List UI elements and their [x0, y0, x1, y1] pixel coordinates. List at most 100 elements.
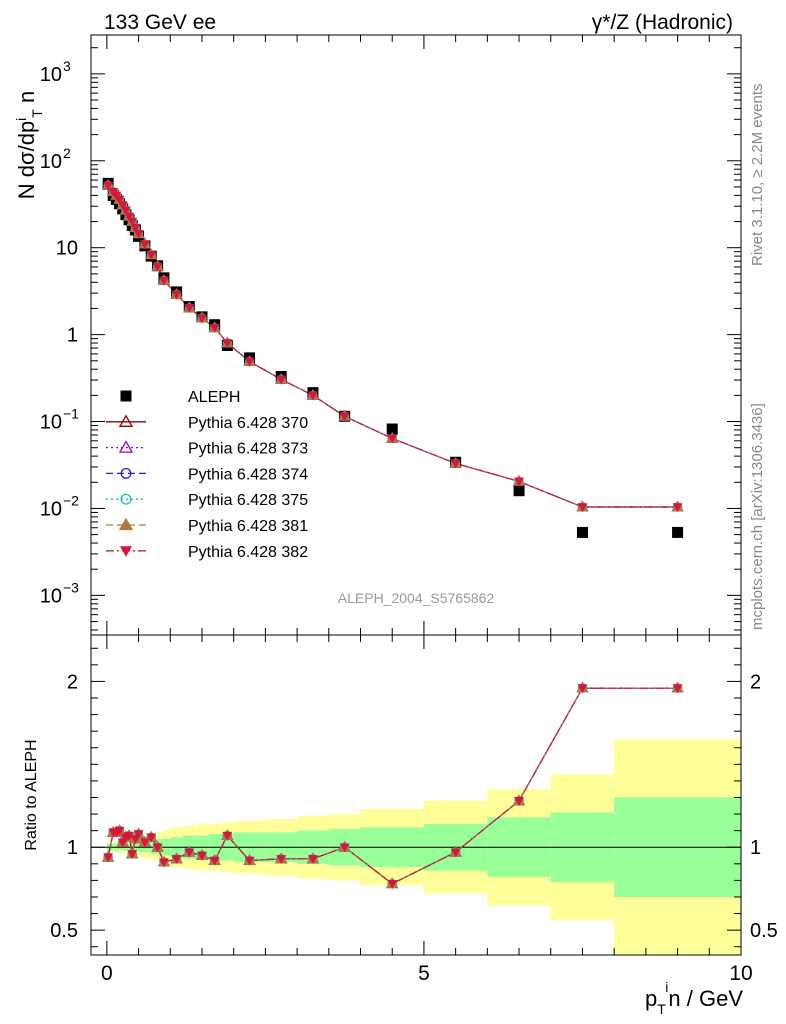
legend-label: Pythia 6.428 382 — [188, 544, 308, 561]
y-tick-label-exponent: −3 — [63, 579, 79, 595]
ratio-marker — [514, 797, 525, 806]
main-series-line — [107, 185, 678, 508]
y-tick-label-exponent: −2 — [63, 492, 79, 508]
main-series-line — [107, 185, 678, 508]
ratio-marker — [127, 850, 138, 859]
main-marker-mc — [117, 201, 128, 210]
main-marker-mc — [577, 503, 588, 512]
legend-marker — [120, 390, 132, 402]
main-marker-data — [672, 526, 684, 538]
ratio-marker — [244, 856, 255, 866]
main-marker-mc — [222, 339, 233, 349]
ratio-y-label: Ratio to ALEPH — [23, 739, 40, 850]
main-marker-mc — [387, 434, 398, 444]
main-marker-mc — [120, 206, 131, 216]
ratio-marker — [196, 851, 207, 861]
main-marker-mc — [244, 357, 255, 367]
main-marker-mc — [450, 459, 461, 469]
ratio-marker — [133, 830, 144, 839]
main-marker-mc — [152, 262, 163, 272]
main-marker-mc — [514, 477, 525, 487]
mcplots-label: mcplots.cern.ch [arXiv:1306.3436] — [749, 403, 766, 630]
main-marker-mc — [103, 181, 114, 191]
ratio-y-tick-label-right: 2 — [750, 671, 761, 693]
x-tick-label: 5 — [418, 962, 430, 985]
header-right: γ*/Z (Hadronic) — [592, 11, 733, 34]
ratio-marker — [450, 848, 461, 858]
main-marker-mc — [672, 503, 683, 512]
ratio-y-tick-label: 0.5 — [50, 920, 78, 942]
ratio-marker — [307, 855, 318, 864]
legend-label: ALEPH — [188, 389, 240, 406]
y-tick-label-exponent: 3 — [63, 58, 71, 74]
analysis-id: ALEPH_2004_S5765862 — [338, 590, 495, 606]
main-marker-mc — [184, 304, 195, 313]
main-marker-mc — [209, 323, 220, 333]
ratio-y-tick-label-right: 0.5 — [750, 920, 778, 942]
main-marker-mc — [133, 229, 144, 239]
legend-marker — [120, 467, 132, 479]
ratio-marker — [146, 833, 157, 843]
y-tick-label: 10 — [40, 585, 62, 607]
ratio-marker — [577, 684, 588, 694]
y-tick-label: 10 — [56, 238, 78, 260]
legend-marker — [120, 493, 132, 505]
ratio-frame — [90, 634, 742, 956]
main-marker-mc — [124, 212, 135, 222]
main-marker-data — [386, 423, 398, 435]
ratio-marker — [209, 856, 220, 866]
main-mc-lines — [107, 185, 678, 508]
main-markers — [102, 177, 684, 538]
rivet-label: Rivet 3.1.10, ≥ 2.2M events — [749, 84, 766, 267]
main-series-line — [107, 185, 678, 508]
legend-label: Pythia 6.428 381 — [188, 518, 308, 535]
main-marker-mc — [276, 375, 287, 385]
legend-marker — [118, 440, 134, 453]
main-marker-mc — [307, 391, 318, 401]
x-tick-label: 10 — [729, 962, 752, 985]
legend-label: Pythia 6.428 370 — [188, 415, 308, 432]
legend-label: Pythia 6.428 374 — [188, 466, 308, 483]
legend-marker — [120, 546, 132, 557]
main-marker-data — [576, 526, 588, 538]
ratio-marker — [339, 843, 350, 853]
main-y-label: N dσ/dpiT n — [13, 91, 45, 199]
y-tick-label-exponent: −1 — [63, 406, 79, 422]
main-marker-mc — [196, 314, 207, 324]
ratio-marker — [222, 831, 233, 841]
main-series-line — [107, 185, 678, 508]
ratio-marker — [139, 838, 150, 848]
ratio-series-line — [107, 687, 678, 885]
main-marker-data — [513, 485, 525, 497]
ratio-marker — [152, 843, 163, 853]
ratio-marker — [103, 853, 114, 863]
y-tick-label: 10 — [40, 498, 62, 520]
legend: ALEPH Pythia 6.428 370 Pythia 6.428 373 Pyt… — [106, 389, 308, 561]
y-tick-label: 1 — [67, 325, 78, 347]
main-series-line — [107, 185, 678, 508]
ratio-marker — [114, 826, 125, 836]
ratio-y-tick-label: 2 — [67, 671, 78, 693]
main-marker-mc — [130, 223, 141, 233]
legend-marker — [118, 517, 134, 531]
y-tick-label: 10 — [40, 151, 62, 173]
ratio-marker — [672, 684, 683, 694]
legend-marker — [118, 414, 134, 427]
ratio-y-tick-label: 1 — [67, 837, 78, 859]
main-marker-mc — [114, 195, 125, 205]
ratio-y-tick-label-right: 1 — [750, 837, 761, 859]
y-tick-label: 10 — [40, 64, 62, 86]
ratio-marker — [276, 855, 287, 864]
main-marker-mc — [171, 290, 182, 300]
main-marker-mc — [158, 276, 169, 286]
ratio-marker — [184, 848, 195, 858]
legend-label: Pythia 6.428 375 — [188, 492, 308, 509]
header-left: 133 GeV ee — [104, 11, 216, 34]
ratio-marker — [158, 858, 169, 868]
x-tick-label: 0 — [101, 962, 113, 985]
y-tick-label: 10 — [40, 412, 62, 434]
ratio-marker — [171, 855, 182, 864]
ratio-marker — [124, 831, 135, 841]
